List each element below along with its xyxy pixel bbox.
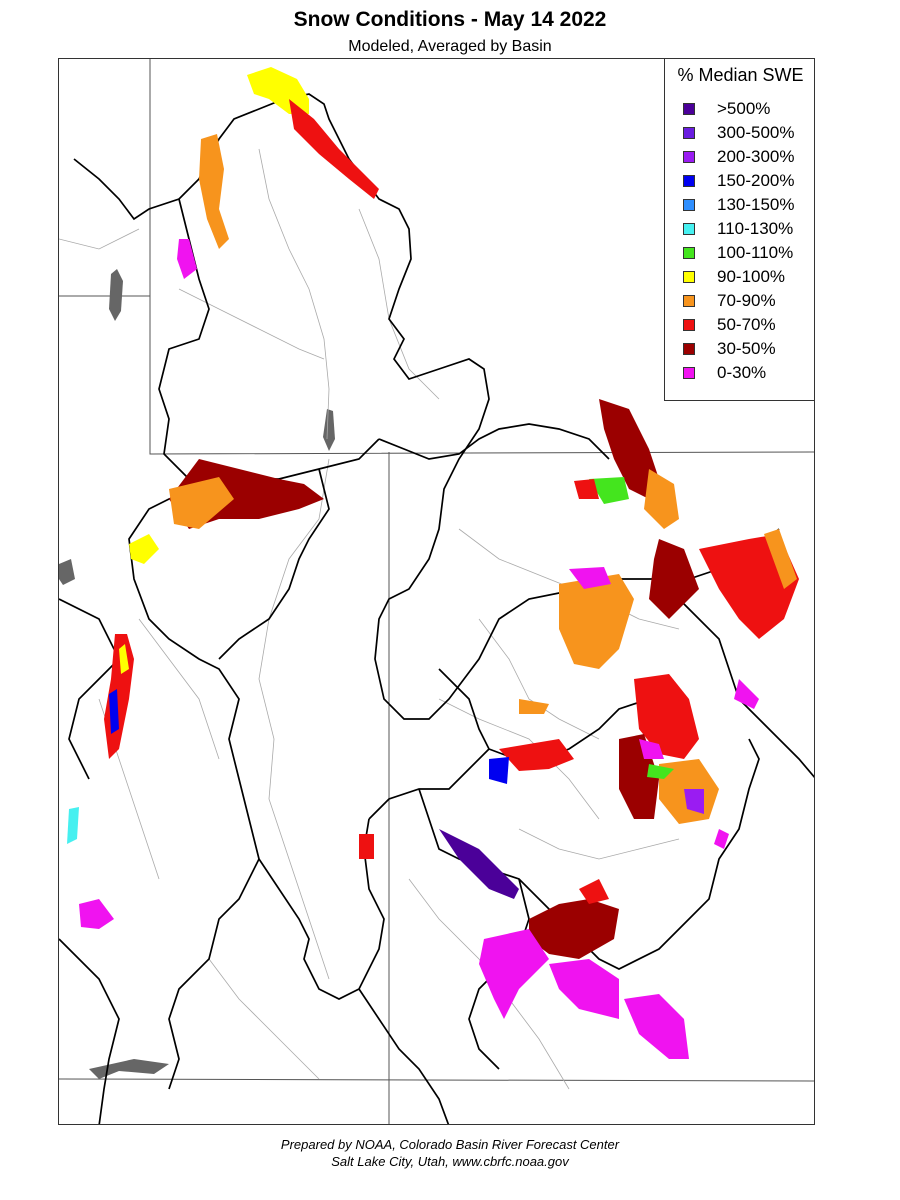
legend-item: 130-150%	[683, 193, 795, 217]
credit-line-2: Salt Lake City, Utah, www.cbrfc.noaa.gov	[331, 1154, 569, 1169]
legend-label: 30-50%	[717, 339, 776, 358]
legend-label: 50-70%	[717, 315, 776, 334]
legend-swatch	[683, 175, 695, 187]
legend-swatch	[683, 343, 695, 355]
legend-item: 150-200%	[683, 169, 795, 193]
legend-swatch	[683, 127, 695, 139]
legend-title: % Median SWE	[677, 65, 804, 85]
legend-label: 110-130%	[717, 219, 794, 238]
basin-boundaries	[59, 93, 814, 1124]
state-boundaries	[59, 59, 814, 1124]
legend-swatch	[683, 295, 695, 307]
legend-swatch	[683, 199, 695, 211]
legend-label: 100-110%	[717, 243, 794, 262]
credit-line-1: Prepared by NOAA, Colorado Basin River F…	[280, 1137, 620, 1152]
legend-item: 30-50%	[683, 337, 776, 361]
legend-label: 300-500%	[717, 123, 795, 142]
legend-item: 70-90%	[683, 289, 776, 313]
legend-swatch	[683, 223, 695, 235]
legend-swatch	[683, 151, 695, 163]
legend-label: 0-30%	[717, 363, 767, 382]
legend-label: 130-150%	[717, 195, 795, 214]
map-title: Snow Conditions - May 14 2022	[293, 8, 607, 31]
map-subtitle: Modeled, Averaged by Basin	[348, 38, 552, 55]
legend-swatch	[683, 271, 695, 283]
legend-swatch	[683, 367, 695, 379]
legend-item: 200-300%	[683, 145, 795, 169]
swe-areas	[67, 67, 799, 1059]
legend-swatch	[683, 247, 695, 259]
lakes	[59, 269, 335, 1079]
legend-label: 150-200%	[717, 171, 795, 190]
legend-label: 90-100%	[717, 267, 786, 286]
legend-item: 50-70%	[683, 313, 776, 337]
legend-item: 90-100%	[683, 265, 785, 289]
legend: % Median SWE >500% 300-500% 200-300% 150…	[664, 58, 815, 401]
legend-item: >500%	[683, 97, 770, 121]
legend-label: >500%	[717, 99, 771, 118]
basin-map	[59, 59, 814, 1124]
legend-swatch	[683, 103, 695, 115]
legend-swatch	[683, 319, 695, 331]
legend-label: 70-90%	[717, 291, 776, 310]
legend-item: 0-30%	[683, 361, 766, 385]
legend-item: 100-110%	[683, 241, 793, 265]
legend-label: 200-300%	[717, 147, 795, 166]
legend-item: 110-130%	[683, 217, 793, 241]
legend-item: 300-500%	[683, 121, 795, 145]
